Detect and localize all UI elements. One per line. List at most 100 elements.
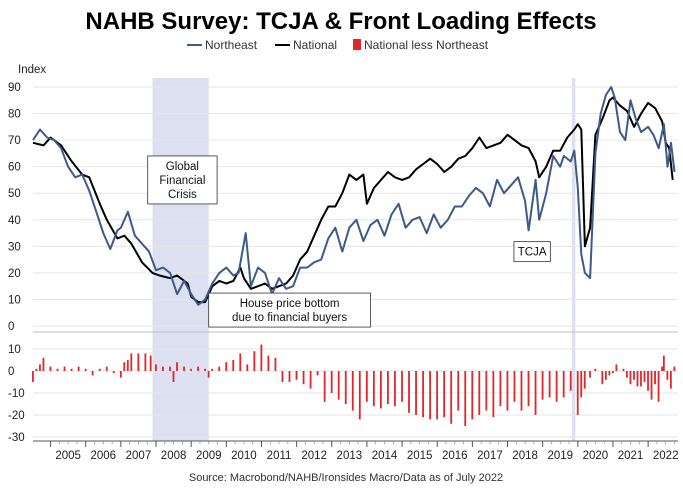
series-line-northeast <box>32 86 676 306</box>
diff-bar-21 <box>155 364 157 371</box>
diff-bar-33 <box>225 362 228 371</box>
diff-bar-73 <box>506 371 509 411</box>
diff-bar-55 <box>379 371 382 409</box>
diff-bar-0 <box>32 371 34 382</box>
diff-bar-30 <box>207 371 210 378</box>
diff-bar-74 <box>513 371 516 402</box>
diff-bar-89 <box>604 371 607 380</box>
annotation-text-0-1: Financial <box>159 175 205 187</box>
diff-bar-53 <box>365 371 368 402</box>
diff-bar-108 <box>673 366 676 371</box>
shaded-periods <box>152 78 576 441</box>
diff-bar-3 <box>42 357 45 371</box>
diff-bar-76 <box>527 371 530 407</box>
legend: Northeast National National less Northea… <box>187 38 489 52</box>
shaded-period-0 <box>152 78 209 441</box>
diff-bar-5 <box>56 368 59 371</box>
legend-label-diff: National less Northeast <box>364 38 489 52</box>
diff-bar-7 <box>70 368 73 371</box>
diff-bar-66 <box>457 371 460 411</box>
diff-bar-78 <box>541 371 544 400</box>
x-label-2019: 2019 <box>547 450 573 462</box>
diff-bar-91 <box>611 371 614 374</box>
diff-bar-49 <box>337 371 340 400</box>
diff-bar-75 <box>520 371 523 411</box>
diff-bar-13 <box>112 371 115 374</box>
source-note: Source: Macrobond/NAHB/Ironsides Macro/D… <box>189 472 503 484</box>
diff-bar-83 <box>576 371 579 415</box>
diff-bar-48 <box>330 371 333 393</box>
x-label-2007: 2007 <box>126 450 152 462</box>
y-tick-bottom--30: -30 <box>8 432 25 444</box>
diff-bar-27 <box>190 368 192 371</box>
diff-bar-64 <box>443 371 446 418</box>
annotation-text-0-0: Global <box>166 161 199 173</box>
diff-bar-41 <box>281 371 284 382</box>
legend-label-northeast: Northeast <box>205 38 258 52</box>
diff-bar-97 <box>636 371 639 387</box>
diff-bar-37 <box>253 351 256 371</box>
annotation-box-1 <box>208 292 371 328</box>
diff-bar-8 <box>77 366 80 371</box>
diff-bar-104 <box>661 366 663 371</box>
diff-bar-98 <box>640 371 642 387</box>
series-lines <box>32 86 676 306</box>
diff-bar-35 <box>239 353 242 371</box>
annotations: Global Financial Crisis House price bottom d… <box>147 155 551 328</box>
diff-bar-47 <box>323 371 326 402</box>
x-label-2006: 2006 <box>91 450 117 462</box>
y-tick-top-30: 30 <box>8 241 21 253</box>
x-label-2013: 2013 <box>337 450 363 462</box>
diff-bar-71 <box>492 371 495 418</box>
diff-bar-56 <box>387 371 389 404</box>
diff-bar-34 <box>232 360 235 371</box>
diff-bar-80 <box>555 371 558 402</box>
x-label-2014: 2014 <box>372 450 398 462</box>
gridlines <box>33 86 678 438</box>
y-axis-label: Index <box>18 64 46 76</box>
diff-bar-86 <box>589 371 591 378</box>
diff-bar-68 <box>471 371 474 420</box>
y-tick-top-80: 80 <box>8 109 21 121</box>
diff-bar-77 <box>534 371 537 415</box>
diff-bar-65 <box>450 371 453 424</box>
diff-bar-26 <box>183 366 185 371</box>
diff-bar-62 <box>429 371 431 420</box>
x-label-2012: 2012 <box>301 450 327 462</box>
diff-bar-15 <box>123 362 126 371</box>
y-tick-bottom-10: 10 <box>8 344 21 356</box>
annotation-2: TCJA <box>513 241 551 263</box>
annotation-text-1-1: due to financial buyers <box>232 312 347 324</box>
diff-bar-57 <box>394 371 396 407</box>
diff-bar-11 <box>98 368 101 371</box>
diff-bar-50 <box>344 371 347 404</box>
diff-bar-63 <box>436 371 439 420</box>
y-tick-top-50: 50 <box>8 188 21 200</box>
x-label-2005: 2005 <box>55 450 81 462</box>
diff-bar-88 <box>601 371 604 385</box>
diff-bar-61 <box>422 371 424 418</box>
y-tick-top-0: 0 <box>8 321 14 333</box>
y-tick-bottom-0: 0 <box>8 366 14 378</box>
diff-bar-19 <box>144 353 147 371</box>
diff-bar-103 <box>657 371 660 402</box>
legend-swatch-diff <box>353 39 361 50</box>
diff-bar-2 <box>39 364 41 371</box>
x-label-2021: 2021 <box>618 450 644 462</box>
diff-bar-67 <box>464 371 467 426</box>
diff-bar-100 <box>647 371 649 391</box>
diff-bar-93 <box>622 368 625 371</box>
diff-bar-59 <box>408 371 410 413</box>
diff-bar-9 <box>84 368 87 371</box>
diff-bar-4 <box>49 366 52 371</box>
diff-bar-38 <box>260 344 263 371</box>
diff-bar-18 <box>137 353 140 371</box>
diff-bar-23 <box>169 366 171 371</box>
diff-bar-94 <box>626 371 628 378</box>
diff-bar-81 <box>562 371 565 398</box>
x-label-2016: 2016 <box>442 450 468 462</box>
diff-bar-22 <box>162 366 164 371</box>
y-tick-bottom--20: -20 <box>8 410 25 422</box>
annotation-box-2 <box>513 241 551 263</box>
x-label-2011: 2011 <box>267 450 292 462</box>
